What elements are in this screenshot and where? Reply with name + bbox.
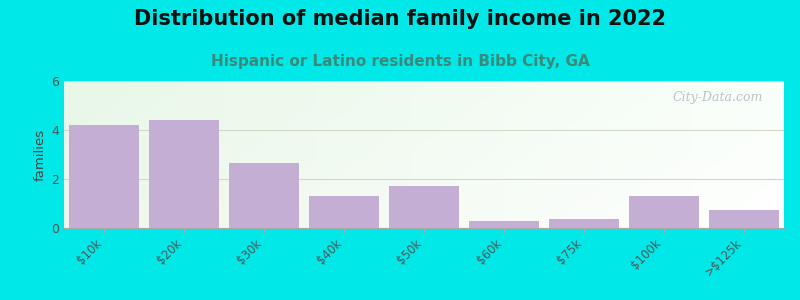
Bar (549, 219, 619, 228)
Bar (629, 196, 699, 228)
Bar (709, 210, 779, 228)
Bar (389, 186, 459, 228)
Bar (229, 163, 299, 228)
Bar (149, 120, 219, 228)
Bar (469, 221, 539, 228)
Y-axis label: families: families (34, 128, 47, 181)
Text: City-Data.com: City-Data.com (672, 91, 762, 104)
Text: Hispanic or Latino residents in Bibb City, GA: Hispanic or Latino residents in Bibb Cit… (210, 54, 590, 69)
Bar (309, 196, 379, 228)
Text: Distribution of median family income in 2022: Distribution of median family income in … (134, 9, 666, 29)
Bar (69, 125, 139, 228)
